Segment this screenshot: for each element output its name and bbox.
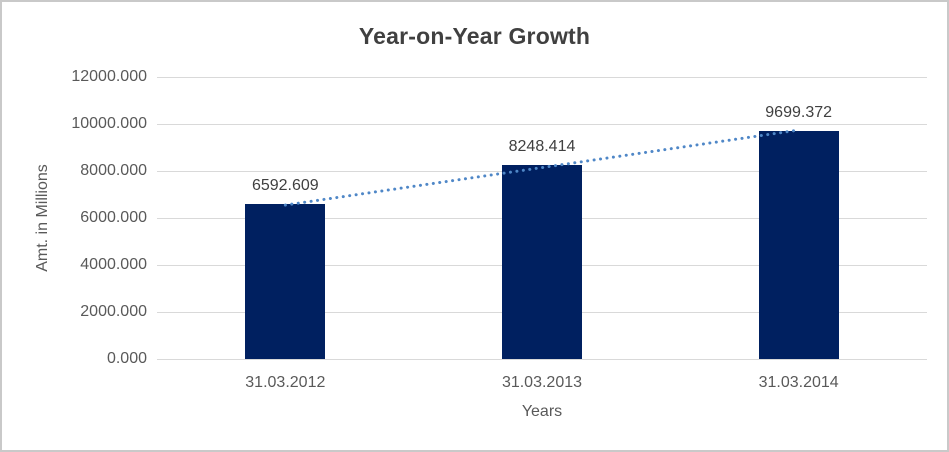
bar[interactable] bbox=[758, 131, 839, 359]
gridline bbox=[157, 76, 927, 78]
y-axis-tick-label: 6000.000 bbox=[80, 209, 147, 226]
y-axis-tick-label: 4000.000 bbox=[80, 256, 147, 273]
y-axis-tick-label: 8000.000 bbox=[80, 162, 147, 179]
x-axis-category-label: 31.03.2012 bbox=[245, 374, 326, 391]
gridline bbox=[157, 358, 927, 360]
bar-data-label: 6592.609 bbox=[251, 177, 319, 195]
x-axis-title: Years bbox=[521, 403, 563, 420]
y-axis-tick-label: 2000.000 bbox=[80, 303, 147, 320]
y-axis-tick-label: 0.000 bbox=[106, 350, 147, 367]
y-axis-tick-label: 12000.000 bbox=[71, 68, 147, 85]
chart-title: Year-on-Year Growth bbox=[358, 23, 591, 49]
gridline bbox=[157, 123, 927, 125]
bar[interactable] bbox=[245, 204, 326, 359]
bar[interactable] bbox=[502, 165, 582, 359]
y-axis-tick-label: 10000.000 bbox=[71, 115, 147, 132]
bar-data-label: 8248.414 bbox=[508, 138, 576, 156]
x-axis-category-label: 31.03.2014 bbox=[758, 374, 839, 391]
x-axis-category-label: 31.03.2013 bbox=[501, 374, 583, 391]
bar-data-label: 9699.372 bbox=[765, 104, 833, 122]
